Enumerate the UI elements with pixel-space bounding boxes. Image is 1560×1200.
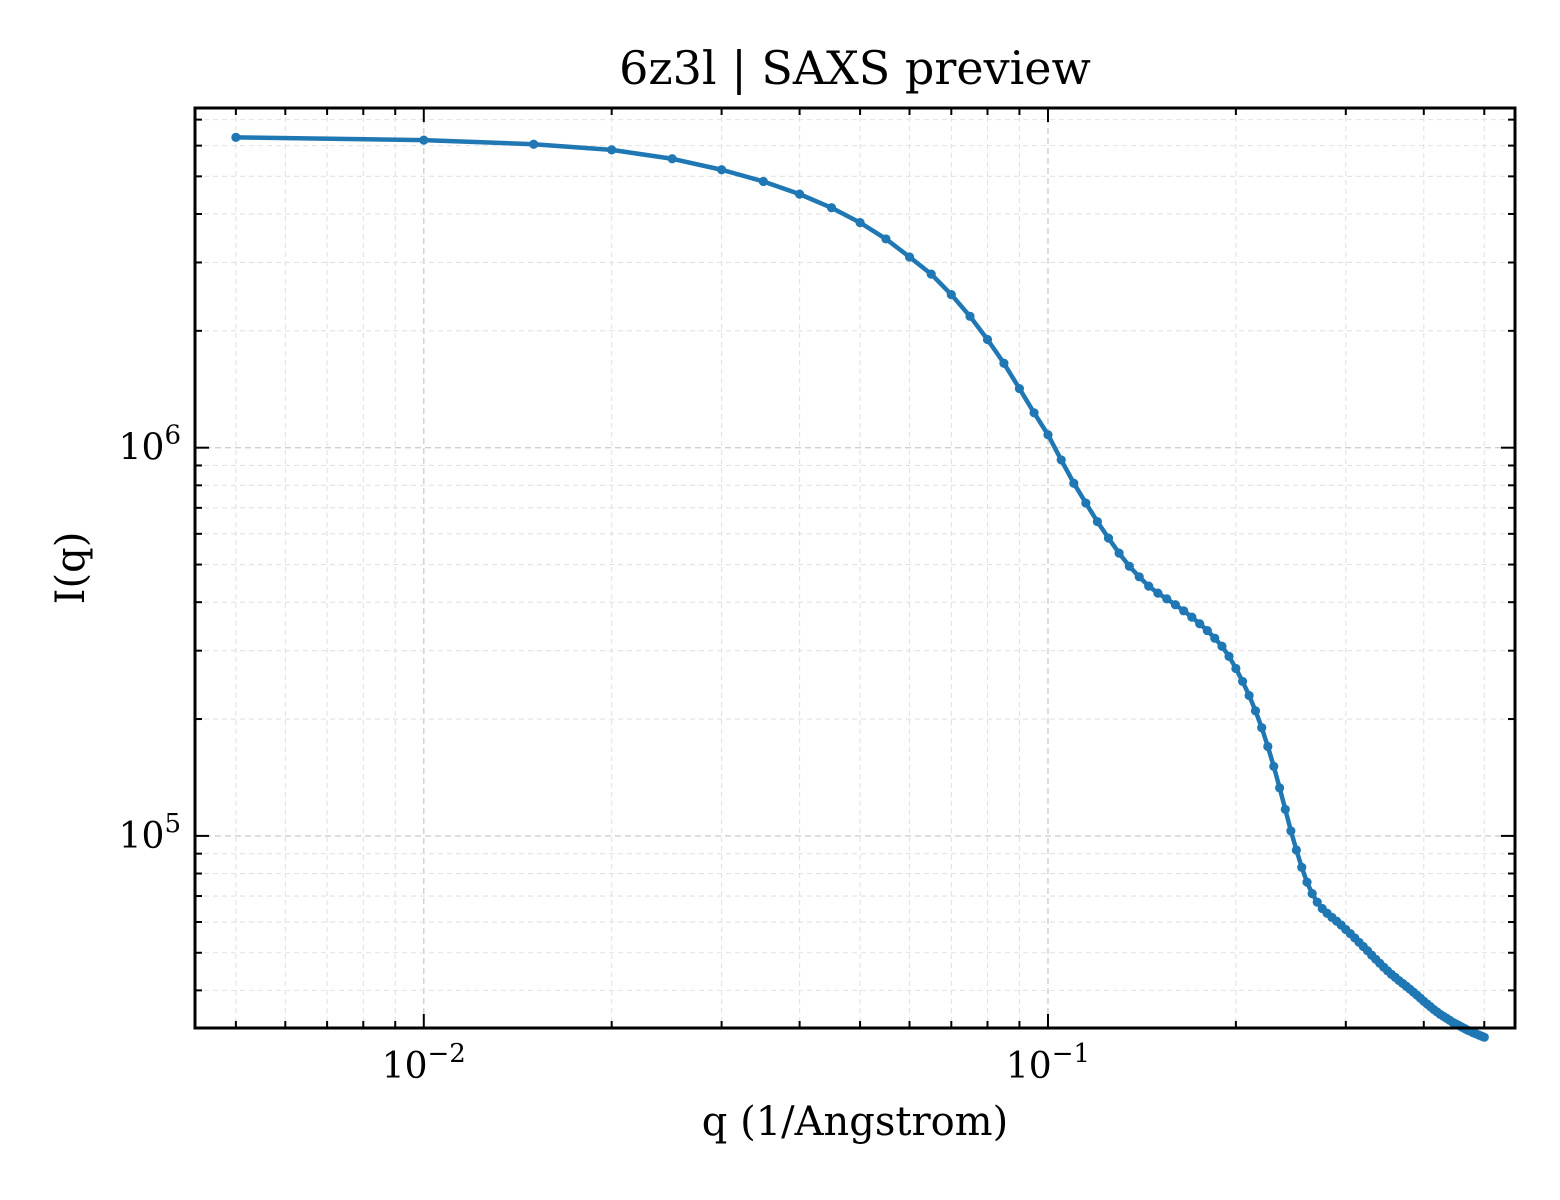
y-axis-label: I(q) [48,532,94,605]
data-point [1029,408,1039,418]
data-point [1124,561,1134,571]
y-tick-label-exponent: 6 [164,421,181,451]
data-point [1286,826,1296,836]
data-point [1312,897,1322,907]
data-point [1224,651,1234,661]
y-tick-label-base: 10 [119,428,165,469]
data-point [1280,804,1290,815]
data-point [982,334,993,345]
x-tick-label-exponent: −2 [428,1039,466,1069]
x-tick-label: 10−2 [382,1039,466,1087]
data-point [1275,783,1285,793]
y-tick-label-base: 10 [119,816,165,857]
data-point [1195,619,1205,629]
data-point [758,176,768,187]
data-point [1187,612,1197,622]
data-point [1291,845,1301,855]
data-point [904,252,915,262]
data-point [1069,478,1079,488]
data-point [1043,430,1053,440]
data-point [1210,633,1220,643]
data-point [529,139,539,149]
y-tick-label: 105 [119,809,181,857]
x-tick-label: 10−1 [1006,1039,1090,1087]
data-point [1307,889,1317,899]
data-point [1263,741,1273,752]
grid [195,108,1515,1028]
data-point [1179,606,1189,616]
data-point [1217,641,1227,651]
data-point [1153,588,1163,598]
data-point [794,189,805,199]
data-point [1114,548,1124,558]
data-point [1257,723,1267,733]
data-point [926,269,936,279]
plot-frame [193,106,1517,1030]
data-point [1244,690,1254,701]
data-point [1231,663,1241,674]
data-point [419,135,429,145]
data-point [965,311,975,321]
x-axis-label: q (1/Angstrom) [702,1099,1008,1145]
data-point [231,132,241,142]
data-point [1092,517,1103,527]
data-point [1297,862,1307,872]
data-point [1302,877,1312,887]
series-layer [231,132,1489,1042]
data-point [855,218,865,228]
x-tick-label-exponent: −1 [1052,1039,1090,1069]
data-point [881,234,891,244]
data-point [1162,594,1172,604]
data-point [607,145,617,155]
data-point [1144,581,1154,591]
data-point [1269,761,1279,772]
data-point [1014,383,1025,394]
axis-ticks [195,108,1515,1028]
data-point [1056,455,1066,465]
x-tick-label-base: 10 [1006,1046,1052,1087]
data-point [1170,600,1180,610]
data-point [1479,1032,1489,1042]
y-tick-label-exponent: 5 [164,809,181,839]
data-point [826,203,837,213]
data-point [1202,625,1212,636]
x-tick-label-base: 10 [382,1046,428,1087]
data-point [1250,706,1261,716]
data-point [1237,676,1248,687]
data-point [1103,533,1114,543]
data-point [717,165,727,175]
data-point [999,358,1009,368]
data-point [946,289,956,300]
data-point [1081,498,1091,508]
data-point [667,154,677,164]
chart-title: 6z3l | SAXS preview [619,41,1091,95]
y-tick-label: 106 [119,421,181,469]
data-point [1134,572,1144,582]
